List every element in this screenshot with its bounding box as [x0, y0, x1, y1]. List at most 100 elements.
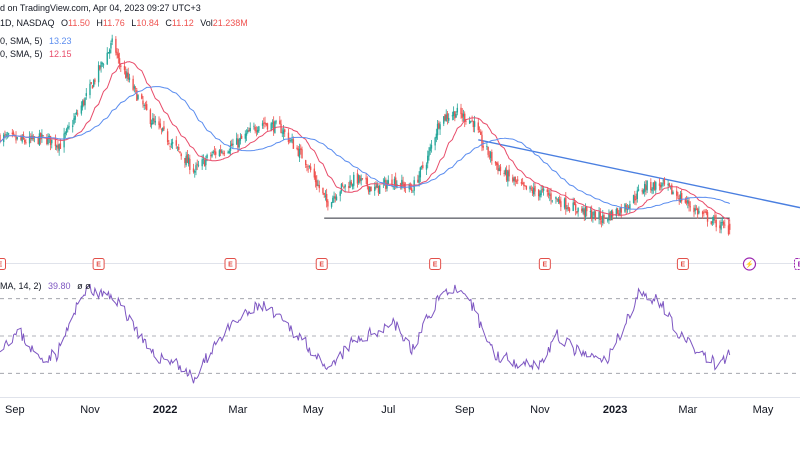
candle[interactable]: [472, 120, 475, 133]
candle[interactable]: [419, 166, 422, 183]
candle[interactable]: [491, 149, 493, 165]
candle[interactable]: [594, 211, 597, 221]
candle[interactable]: [292, 136, 295, 149]
candle[interactable]: [409, 182, 412, 191]
candle[interactable]: [235, 132, 238, 145]
candle[interactable]: [309, 163, 312, 173]
candle[interactable]: [494, 161, 497, 166]
candle[interactable]: [496, 161, 498, 170]
candle[interactable]: [340, 182, 343, 194]
candle[interactable]: [412, 190, 414, 193]
candle[interactable]: [360, 174, 362, 186]
candle[interactable]: [258, 125, 260, 133]
candle[interactable]: [162, 127, 164, 133]
candle[interactable]: [68, 122, 70, 130]
candle[interactable]: [520, 178, 523, 186]
candle[interactable]: [275, 119, 277, 125]
candle[interactable]: [281, 128, 283, 138]
candle[interactable]: [642, 188, 645, 195]
candle[interactable]: [240, 134, 243, 139]
candle[interactable]: [446, 111, 449, 125]
candle[interactable]: [54, 134, 57, 151]
candle[interactable]: [149, 108, 152, 128]
candle[interactable]: [568, 206, 571, 213]
candle[interactable]: [28, 131, 31, 148]
candle[interactable]: [563, 197, 566, 210]
candle[interactable]: [498, 165, 500, 172]
candle[interactable]: [244, 130, 247, 143]
candle[interactable]: [247, 127, 249, 134]
earnings-marker[interactable]: E: [538, 258, 551, 270]
candle[interactable]: [339, 190, 341, 202]
candle[interactable]: [650, 178, 652, 193]
candle[interactable]: [451, 111, 454, 121]
candle[interactable]: [332, 195, 334, 204]
candle[interactable]: [542, 185, 545, 196]
candle[interactable]: [349, 175, 351, 189]
candle[interactable]: [117, 48, 120, 64]
candle[interactable]: [455, 111, 457, 118]
candle[interactable]: [15, 131, 17, 144]
candle[interactable]: [215, 148, 217, 159]
candle[interactable]: [534, 182, 536, 197]
candle[interactable]: [163, 120, 165, 131]
candle[interactable]: [196, 159, 198, 171]
candle[interactable]: [374, 182, 376, 196]
candle[interactable]: [391, 173, 393, 188]
candle[interactable]: [547, 189, 550, 199]
candle[interactable]: [296, 145, 298, 151]
candle[interactable]: [274, 120, 276, 134]
candle[interactable]: [529, 185, 531, 193]
candle[interactable]: [228, 148, 230, 155]
candle[interactable]: [598, 207, 600, 225]
candle[interactable]: [56, 144, 58, 151]
candle[interactable]: [689, 201, 691, 212]
candle[interactable]: [353, 171, 355, 190]
candle[interactable]: [499, 164, 502, 176]
candle[interactable]: [574, 201, 577, 216]
candle[interactable]: [694, 204, 696, 215]
candle[interactable]: [684, 197, 687, 204]
candle[interactable]: [515, 179, 518, 184]
moving-average-line[interactable]: [0, 61, 731, 221]
candle[interactable]: [301, 146, 303, 159]
candle[interactable]: [152, 112, 154, 125]
candle[interactable]: [249, 122, 251, 133]
candle[interactable]: [523, 181, 525, 190]
candle[interactable]: [693, 205, 695, 217]
candle[interactable]: [335, 194, 338, 201]
candle[interactable]: [125, 66, 127, 79]
candle[interactable]: [577, 207, 579, 217]
candle[interactable]: [607, 219, 609, 223]
candle[interactable]: [461, 108, 463, 122]
candle[interactable]: [143, 103, 145, 111]
candle[interactable]: [133, 84, 136, 93]
candle[interactable]: [106, 47, 108, 65]
candle[interactable]: [308, 165, 311, 169]
candle[interactable]: [464, 111, 466, 128]
candle[interactable]: [473, 115, 476, 133]
candle[interactable]: [81, 99, 84, 111]
candle[interactable]: [497, 161, 499, 175]
candle[interactable]: [192, 163, 195, 174]
candle[interactable]: [261, 120, 264, 129]
dividend-marker[interactable]: ⚡: [742, 257, 757, 271]
candle[interactable]: [222, 150, 224, 156]
candle[interactable]: [67, 124, 69, 133]
candle[interactable]: [539, 190, 541, 201]
candle[interactable]: [603, 213, 605, 225]
candle[interactable]: [0, 133, 1, 144]
candle[interactable]: [356, 169, 359, 188]
candle[interactable]: [186, 149, 189, 163]
candle[interactable]: [58, 143, 60, 156]
candle[interactable]: [170, 139, 173, 149]
candle[interactable]: [343, 186, 345, 190]
candle[interactable]: [265, 122, 267, 127]
candle[interactable]: [615, 207, 618, 218]
candle[interactable]: [375, 181, 377, 190]
candle[interactable]: [150, 119, 153, 129]
candle[interactable]: [358, 174, 360, 185]
candle[interactable]: [422, 161, 424, 170]
candle[interactable]: [517, 176, 519, 185]
candle[interactable]: [369, 186, 371, 195]
